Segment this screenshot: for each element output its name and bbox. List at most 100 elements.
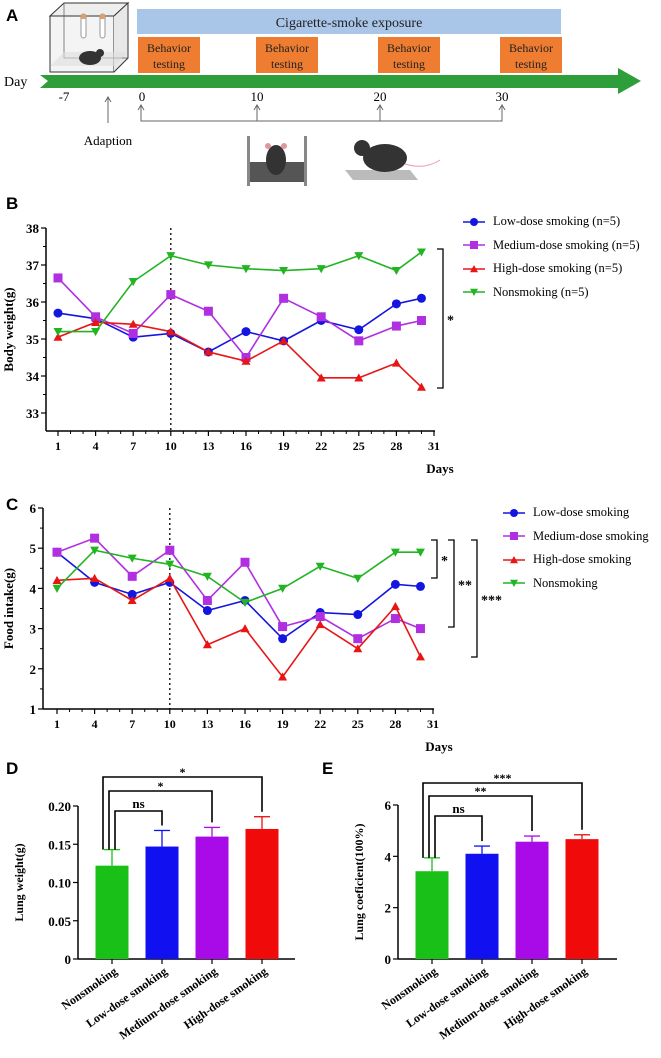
x-tick-label: 1 bbox=[54, 717, 60, 731]
significance-bracket bbox=[114, 810, 163, 850]
data-point bbox=[416, 316, 426, 325]
bar bbox=[195, 836, 229, 959]
x-tick-label: 31 bbox=[428, 439, 440, 453]
data-point bbox=[240, 557, 250, 567]
y-tick-label: 35 bbox=[26, 332, 40, 347]
data-point bbox=[127, 595, 137, 605]
data-point bbox=[203, 347, 213, 356]
significance-label: *** bbox=[494, 771, 512, 785]
body-weight-chart: 33 34 35 36 37 38 1 4 7 10 13 16 19 22 25 28 31 Days Body … bbox=[1, 221, 454, 476]
cage-illustration bbox=[48, 1, 130, 73]
data-point bbox=[279, 293, 289, 303]
y-tick-label: 2 bbox=[30, 662, 37, 677]
data-point bbox=[128, 278, 138, 287]
y-tick-label: 33 bbox=[26, 406, 40, 421]
behavior-testing-label: Behavior bbox=[509, 41, 553, 55]
grip-test-mouse-illustration bbox=[247, 136, 307, 186]
data-point bbox=[416, 248, 426, 257]
day-tick-label: 20 bbox=[374, 89, 387, 104]
y-tick-label: 2 bbox=[385, 901, 392, 916]
data-point bbox=[53, 332, 63, 341]
testing-arrows bbox=[104, 96, 506, 123]
data-point bbox=[316, 312, 326, 322]
x-axis-title: Days bbox=[426, 461, 453, 476]
significance-bracket bbox=[448, 539, 455, 628]
y-axis-title: Food intake(g) bbox=[1, 568, 16, 649]
x-tick-label: 13 bbox=[202, 439, 214, 453]
y-tick-label: 0.10 bbox=[48, 876, 71, 891]
x-tick-label: 4 bbox=[92, 717, 98, 731]
bar bbox=[95, 865, 129, 959]
data-point bbox=[166, 290, 176, 300]
data-point bbox=[241, 356, 251, 365]
day-tick-label: 0 bbox=[139, 89, 146, 104]
legend-swatch bbox=[503, 580, 525, 588]
data-point bbox=[278, 672, 288, 681]
significance-bracket bbox=[428, 795, 533, 858]
legend-label: Medium-dose smoking (n=5) bbox=[493, 237, 640, 252]
x-axis-title: Days bbox=[425, 739, 452, 754]
data-point bbox=[52, 584, 62, 593]
food-intake-legend: Low-dose smoking Medium-dose smoking High-… bbox=[503, 501, 649, 595]
legend-marker bbox=[470, 264, 478, 272]
data-point bbox=[415, 624, 425, 634]
series-2 bbox=[52, 573, 425, 681]
legend-swatch bbox=[463, 289, 485, 297]
data-point bbox=[90, 546, 100, 555]
significance-bracket bbox=[422, 782, 583, 858]
exposure-label: Cigarette-smoke exposure bbox=[276, 16, 423, 31]
data-point bbox=[165, 560, 175, 569]
data-point bbox=[353, 644, 363, 653]
y-tick-label: 0.20 bbox=[48, 799, 71, 814]
legend-label: Nonsmoking bbox=[533, 575, 598, 590]
x-tick-label: 4 bbox=[93, 439, 99, 453]
x-tick-label: 1 bbox=[55, 439, 61, 453]
legend-item: Low-dose smoking bbox=[503, 501, 649, 525]
legend-item: Low-dose smoking (n=5) bbox=[463, 210, 640, 234]
behavior-testing-label: Behavior bbox=[147, 41, 191, 55]
legend-item: Nonsmoking (n=5) bbox=[463, 281, 640, 305]
data-point bbox=[128, 319, 138, 328]
data-point bbox=[90, 533, 100, 543]
legend-swatch bbox=[463, 264, 485, 272]
day-label: Day bbox=[4, 75, 27, 90]
panel-label-b: B bbox=[6, 194, 19, 213]
data-point bbox=[90, 573, 100, 582]
x-tick-label: 10 bbox=[164, 717, 176, 731]
data-point bbox=[202, 640, 212, 649]
panel-label-c: C bbox=[6, 495, 19, 514]
data-point bbox=[127, 554, 137, 563]
data-point bbox=[416, 382, 426, 391]
significance-bracket bbox=[471, 539, 478, 658]
x-tick-label: 7 bbox=[129, 717, 135, 731]
legend-label: Nonsmoking (n=5) bbox=[493, 284, 589, 299]
x-tick-label: 19 bbox=[277, 717, 289, 731]
behavior-testing-box bbox=[138, 37, 200, 73]
behavior-testing-label: Behavior bbox=[387, 41, 431, 55]
data-point bbox=[203, 306, 213, 316]
panel-label-e: E bbox=[322, 759, 334, 778]
legend-label: Medium-dose smoking bbox=[533, 528, 649, 543]
bar bbox=[245, 828, 279, 959]
behavior-testing-box bbox=[378, 37, 440, 73]
grid-mouse-illustration bbox=[345, 140, 441, 180]
y-tick-label: 4 bbox=[385, 849, 392, 864]
behavior-testing-label: testing bbox=[393, 57, 425, 71]
y-tick-label: 0.05 bbox=[48, 914, 71, 929]
x-tick-label: 16 bbox=[239, 717, 251, 731]
data-point bbox=[278, 634, 288, 644]
significance-label: * bbox=[158, 779, 164, 793]
data-point bbox=[391, 299, 401, 309]
behavior-testing-box bbox=[256, 37, 318, 73]
data-point bbox=[166, 327, 176, 336]
data-point bbox=[203, 261, 213, 270]
data-point bbox=[279, 336, 289, 345]
behavior-testing-label: testing bbox=[515, 57, 547, 71]
significance-bracket bbox=[102, 776, 263, 850]
body-weight-legend: Low-dose smoking (n=5) Medium-dose smokin… bbox=[463, 210, 640, 304]
timeline-diagram: Cigarette-smoke exposure Behavior testing… bbox=[4, 1, 641, 186]
series-3 bbox=[53, 248, 426, 337]
legend-swatch bbox=[503, 555, 525, 563]
significance-bracket bbox=[431, 539, 438, 579]
